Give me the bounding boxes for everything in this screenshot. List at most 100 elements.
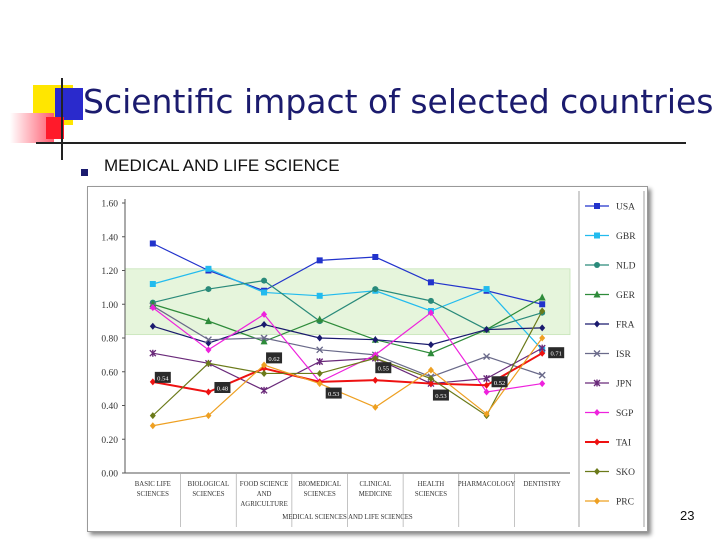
point-prc [316, 380, 323, 388]
legend-label-sko: SKO [616, 468, 635, 478]
data-label: 0.52 [494, 380, 505, 387]
point-gbr [316, 292, 323, 299]
point-fra [261, 321, 268, 328]
point-tai [427, 380, 434, 388]
point-prc [149, 422, 156, 430]
data-label-box [154, 371, 171, 383]
point-sgp [261, 310, 268, 318]
point-jpn [149, 349, 157, 357]
point-prc [427, 366, 434, 374]
data-label: 0.71 [551, 351, 562, 358]
x-tick-label: PHARMACOLOGY [458, 481, 515, 488]
x-tick-label: SCIENCES [137, 491, 169, 498]
point-usa [316, 257, 323, 264]
legend-marker-ger [593, 290, 601, 298]
y-tick-label: 1.40 [101, 233, 118, 243]
point-sgp [149, 304, 156, 312]
data-label-box [325, 387, 342, 399]
point-isr [204, 336, 212, 344]
point-prc [483, 410, 490, 418]
point-prc [205, 412, 212, 420]
point-gbr [205, 265, 212, 272]
point-isr [538, 371, 546, 379]
bullet-text: MEDICAL AND LIFE SCIENCE [104, 156, 340, 175]
legend-label-prc: PRC [616, 498, 634, 508]
point-prc [539, 334, 546, 342]
data-label: 0.53 [328, 391, 339, 398]
x-tick-label: SCIENCES [192, 491, 224, 498]
point-fra [483, 326, 490, 334]
y-tick-label: 0.00 [101, 470, 118, 480]
series-line-ger [152, 296, 543, 354]
point-isr [316, 346, 324, 354]
point-gbr [149, 281, 156, 287]
x-tick-label: DENTISTRY [523, 481, 560, 488]
point-usa [427, 279, 434, 286]
legend-label-ger: GER [616, 291, 636, 301]
legend-label-nld: NLD [616, 262, 636, 272]
point-isr [483, 353, 491, 361]
series-line-prc [152, 337, 543, 427]
x-tick-label: SCIENCES [415, 491, 447, 498]
point-sko [205, 359, 212, 367]
x-tick-label: AGRICULTURE [240, 501, 287, 508]
data-label-box [266, 352, 283, 364]
y-tick-label: 1.20 [101, 267, 118, 277]
point-tai [149, 378, 156, 386]
series-line-sko [152, 310, 543, 417]
point-tai [539, 349, 546, 357]
point-tai [483, 381, 490, 389]
point-nld [372, 286, 379, 293]
data-label: 0.54 [157, 375, 169, 382]
y-tick-label: 0.80 [101, 335, 118, 345]
legend-marker-jpn [593, 379, 601, 387]
legend-label-sgp: SGP [616, 409, 633, 419]
bullet-square-icon [81, 169, 88, 176]
point-gbr [261, 289, 268, 296]
point-sko [316, 369, 323, 377]
data-label: 0.62 [268, 356, 279, 363]
point-ger [149, 300, 157, 308]
legend-marker-isr [593, 350, 601, 357]
point-sgp [483, 388, 490, 396]
point-sgp [427, 309, 434, 317]
x-tick-label: HEALTH [418, 481, 445, 488]
point-sko [427, 375, 434, 382]
x-tick-label: BASIC LIFE [135, 481, 171, 488]
legend-marker-fra [594, 320, 600, 328]
x-tick-label: AND [257, 491, 272, 498]
point-jpn [483, 375, 491, 382]
legend-label-usa: USA [616, 203, 635, 213]
legend-marker-sgp [594, 409, 600, 416]
slide-title: Scientific impact of selected countries [83, 82, 714, 121]
data-label: 0.48 [217, 386, 228, 393]
legend-marker-usa [594, 203, 600, 209]
legend-marker-nld [594, 262, 600, 268]
point-usa [372, 254, 379, 260]
data-label: 0.55 [378, 366, 389, 373]
line-chart: 0.00 0.20 0.40 0.60 0.80 1.00 1.20 1.40 1.60 BASI… [101, 191, 645, 527]
y-tick-label: 1.60 [101, 200, 118, 210]
decor-red-square [46, 117, 64, 139]
point-ger [538, 293, 546, 301]
x-tick-label: MEDICINE [359, 491, 392, 498]
point-ger [316, 315, 324, 323]
point-sgp [205, 346, 212, 354]
data-label-box [375, 362, 392, 374]
legend-marker-gbr [594, 232, 600, 239]
point-sko [539, 307, 546, 315]
x-tick-label: SCIENCES [304, 491, 336, 498]
x-tick-label: BIOLOGICAL [188, 481, 230, 488]
y-tick-label: 0.20 [101, 436, 118, 446]
legend-label-fra: FRA [616, 321, 635, 331]
data-label-box [432, 389, 449, 401]
data-label-box [214, 382, 231, 393]
point-gbr [483, 286, 490, 293]
legend-label-gbr: GBR [616, 232, 636, 242]
x-tick-label: CLINICAL [359, 481, 391, 488]
point-sko [149, 412, 156, 420]
decor-blue-square [55, 88, 83, 120]
point-usa [149, 240, 156, 247]
point-fra [427, 341, 434, 349]
legend-label-jpn: JPN [616, 380, 632, 390]
